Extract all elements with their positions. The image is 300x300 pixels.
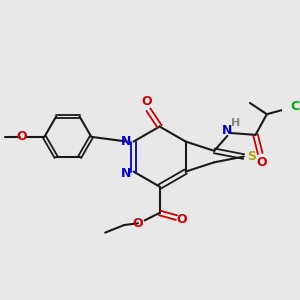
- Text: H: H: [231, 118, 240, 128]
- Text: S: S: [247, 150, 256, 163]
- Text: O: O: [133, 217, 143, 230]
- Text: Cl: Cl: [290, 100, 300, 113]
- Text: N: N: [222, 124, 233, 137]
- Text: O: O: [16, 130, 27, 143]
- Text: O: O: [141, 95, 152, 108]
- Text: N: N: [121, 135, 131, 148]
- Text: N: N: [121, 167, 131, 180]
- Text: O: O: [257, 156, 267, 169]
- Text: O: O: [176, 213, 187, 226]
